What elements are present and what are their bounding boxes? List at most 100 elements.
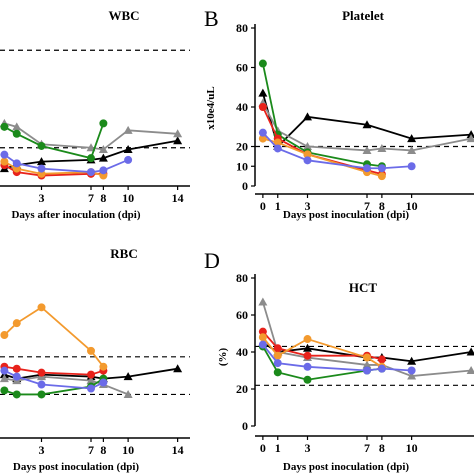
data-point bbox=[12, 319, 21, 328]
panel-platelet-y-axis-label: x10e4/uL bbox=[205, 86, 217, 129]
series-line-4 bbox=[3, 306, 105, 368]
data-point bbox=[12, 159, 21, 168]
data-point bbox=[377, 164, 386, 173]
data-point bbox=[99, 119, 108, 128]
data-point bbox=[123, 144, 133, 153]
data-point bbox=[303, 375, 312, 384]
data-point bbox=[173, 129, 183, 138]
data-point bbox=[87, 384, 95, 393]
data-point bbox=[12, 390, 21, 399]
data-point bbox=[12, 122, 22, 131]
data-point bbox=[258, 103, 267, 111]
y-tick-label: 80 bbox=[236, 271, 248, 285]
data-point bbox=[37, 390, 46, 399]
data-point bbox=[123, 389, 133, 398]
data-point bbox=[0, 374, 9, 383]
y-tick-label: 40 bbox=[236, 100, 248, 114]
x-tick-label: 3 bbox=[305, 199, 311, 213]
data-point bbox=[99, 362, 108, 371]
data-point bbox=[303, 142, 312, 150]
data-point bbox=[407, 145, 417, 154]
data-point bbox=[258, 88, 268, 97]
x-tick-label: 10 bbox=[122, 443, 134, 457]
data-point bbox=[99, 378, 108, 387]
panel-rbc-title: RBC bbox=[110, 246, 137, 261]
data-point bbox=[123, 125, 133, 134]
data-point bbox=[303, 362, 312, 371]
panel-hct-title: HCT bbox=[349, 280, 378, 295]
x-tick-label: 8 bbox=[379, 441, 385, 455]
data-point bbox=[273, 144, 282, 153]
data-point bbox=[37, 368, 46, 377]
y-tick-label: 20 bbox=[236, 140, 248, 154]
x-tick-label: 14 bbox=[172, 443, 184, 457]
panel-wbc-title: WBC bbox=[108, 8, 139, 23]
y-tick-label: 0 bbox=[242, 419, 248, 433]
data-point bbox=[407, 371, 417, 380]
panel-hct-y-axis-label: (%) bbox=[217, 348, 229, 367]
data-point bbox=[407, 356, 417, 365]
data-point bbox=[258, 59, 267, 68]
data-point bbox=[303, 156, 312, 165]
data-point bbox=[273, 138, 282, 147]
data-point bbox=[377, 172, 386, 181]
x-tick-label: 7 bbox=[364, 441, 370, 455]
data-point bbox=[0, 157, 9, 166]
data-point bbox=[273, 368, 282, 377]
data-point bbox=[258, 333, 267, 342]
x-tick-label: 10 bbox=[406, 199, 418, 213]
data-point bbox=[273, 344, 282, 353]
data-point bbox=[12, 372, 21, 381]
y-tick-label: 80 bbox=[236, 21, 248, 35]
data-point bbox=[123, 372, 133, 381]
x-tick-label: 8 bbox=[379, 199, 385, 213]
data-point bbox=[98, 153, 108, 162]
y-tick-label: 20 bbox=[236, 382, 248, 396]
data-point bbox=[0, 386, 9, 395]
data-point bbox=[37, 303, 46, 312]
x-tick-label: 7 bbox=[88, 443, 94, 457]
panel-rbc-x-axis-label: Days post inoculation (dpi) bbox=[13, 461, 140, 473]
data-point bbox=[0, 122, 9, 131]
data-point bbox=[466, 366, 474, 374]
data-point bbox=[363, 353, 371, 362]
data-point bbox=[0, 366, 9, 375]
panel-hct-x-axis-label: Days post inoculation (dpi) bbox=[283, 461, 410, 473]
data-point bbox=[273, 351, 282, 360]
panel-wbc: WBC Days after inoculation (dpi) 3 7 8 10 14 bbox=[0, 8, 190, 221]
data-point bbox=[99, 166, 108, 175]
data-point bbox=[37, 157, 46, 166]
data-point bbox=[303, 112, 312, 121]
y-tick-label: 10 bbox=[236, 159, 248, 173]
data-point bbox=[37, 141, 46, 150]
data-point bbox=[407, 162, 416, 171]
panel-platelet-x-axis-label: Days post inoculation (dpi) bbox=[283, 209, 410, 221]
data-point bbox=[258, 327, 267, 336]
x-tick-label: 8 bbox=[100, 443, 106, 457]
x-tick-label: 3 bbox=[39, 443, 45, 457]
data-point bbox=[173, 136, 183, 145]
panel-b-letter: B bbox=[204, 6, 219, 31]
data-point bbox=[258, 134, 267, 143]
panel-d-letter: D bbox=[204, 248, 220, 273]
data-point bbox=[258, 297, 268, 306]
data-point bbox=[303, 343, 312, 352]
data-point bbox=[0, 150, 9, 159]
data-point bbox=[273, 359, 282, 368]
x-tick-label: 1 bbox=[275, 199, 281, 213]
data-point bbox=[87, 168, 95, 177]
data-point bbox=[303, 150, 312, 159]
data-point bbox=[98, 144, 108, 153]
data-point bbox=[466, 347, 474, 356]
x-tick-label: 14 bbox=[172, 191, 184, 205]
data-point bbox=[363, 366, 371, 375]
data-point bbox=[87, 154, 95, 163]
data-point bbox=[362, 120, 372, 129]
data-point bbox=[37, 164, 46, 173]
data-point bbox=[466, 134, 474, 143]
y-tick-label: 0 bbox=[242, 179, 248, 193]
data-point bbox=[86, 376, 96, 385]
data-point bbox=[12, 364, 21, 373]
data-point bbox=[362, 145, 372, 154]
